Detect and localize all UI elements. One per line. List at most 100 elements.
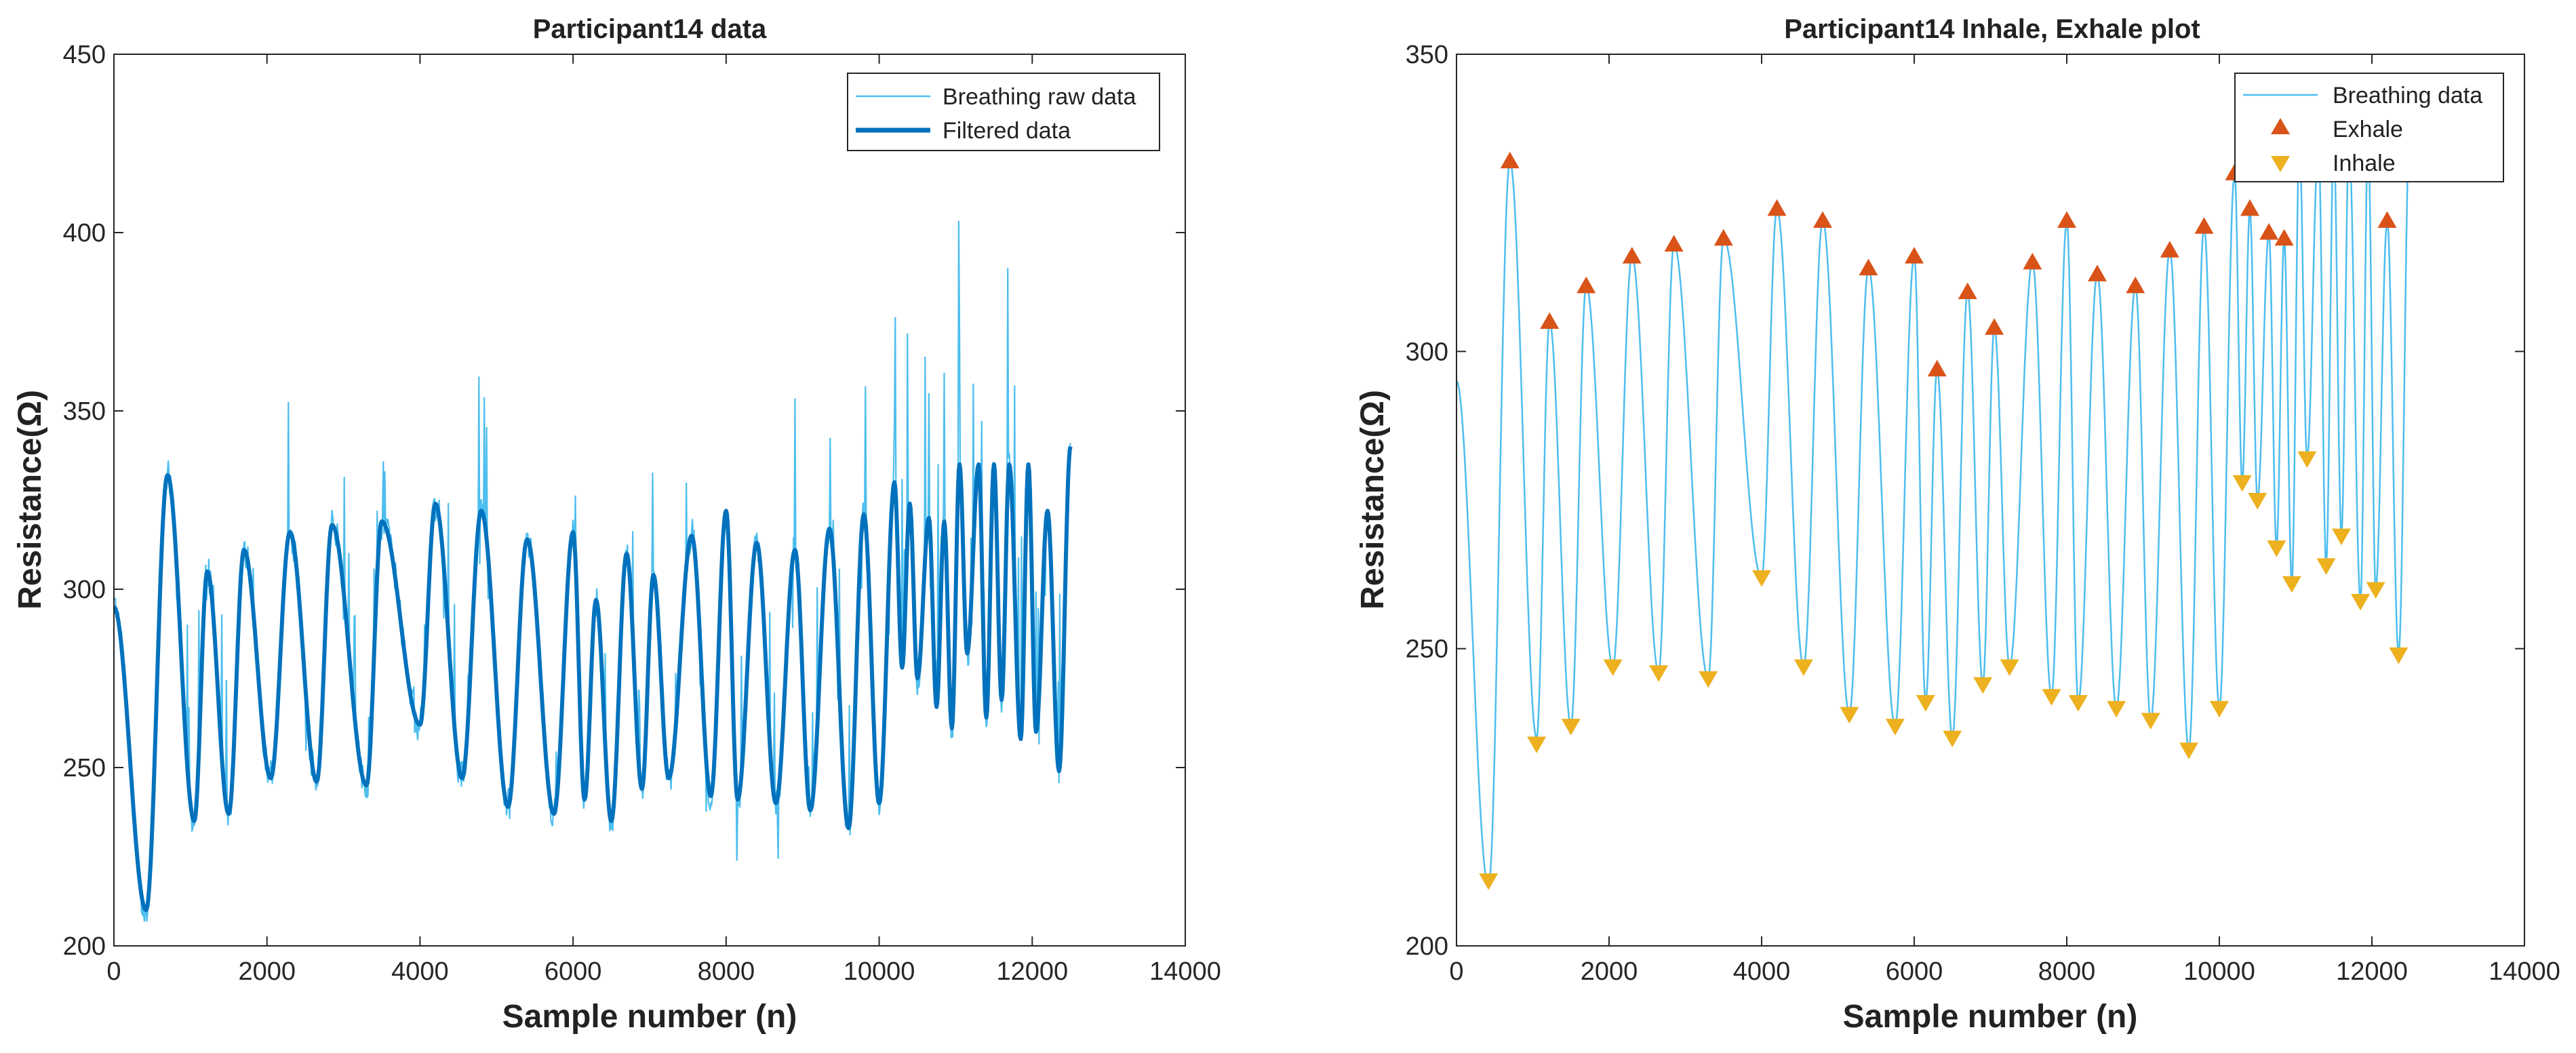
right-x-tick-label: 8000 xyxy=(2038,957,2096,986)
left-y-tick-label: 450 xyxy=(63,41,106,69)
series-breathing-line xyxy=(1457,113,2411,888)
right-plot: Participant14 Inhale, Exhale plot 0 2000 4… xyxy=(1355,14,2560,1035)
legend-inhale-marker xyxy=(2271,156,2290,172)
exhale-marker xyxy=(1664,235,1684,252)
left-x-tick-label: 8000 xyxy=(698,957,755,986)
inhale-marker xyxy=(2248,493,2267,510)
series-breathing-raw-line xyxy=(114,220,1071,922)
legend-exhale-marker xyxy=(2271,118,2290,134)
right-y-tick-label: 200 xyxy=(1406,932,1448,961)
left-legend-box xyxy=(847,73,1160,151)
left-legend: Breathing raw data Filtered data xyxy=(847,73,1160,151)
series-filtered-line xyxy=(114,445,1073,913)
right-plot-ticks: 0 2000 4000 6000 8000 10000 12000 14000 200 250 30… xyxy=(1406,41,2560,986)
exhale-marker xyxy=(1985,318,2004,335)
exhale-marker xyxy=(1767,199,1787,216)
inhale-marker xyxy=(2366,582,2385,599)
inhale-marker xyxy=(1916,695,1935,712)
left-plot-frame xyxy=(113,54,1186,947)
right-y-axis-label: Resistance(Ω) xyxy=(1355,390,1391,610)
exhale-marker xyxy=(2377,211,2397,228)
right-x-tick-label: 0 xyxy=(1449,957,1463,986)
inhale-marker xyxy=(2389,647,2409,664)
left-y-tick-label: 250 xyxy=(63,754,106,782)
exhale-marker xyxy=(1622,247,1642,264)
legend-exhale-label: Exhale xyxy=(2333,117,2403,142)
inhale-marker xyxy=(2282,576,2301,593)
exhale-marker xyxy=(1813,211,1832,228)
left-plot-title: Participant14 data xyxy=(533,14,767,44)
inhale-marker xyxy=(2316,558,2336,575)
left-y-tick-label: 200 xyxy=(63,932,106,961)
exhale-marker xyxy=(1577,276,1596,294)
exhale-marker xyxy=(2259,223,2279,240)
exhale-marker xyxy=(1958,282,1977,300)
inhale-marker xyxy=(2267,540,2286,557)
inhale-marker xyxy=(1752,570,1771,587)
exhale-marker xyxy=(2088,264,2107,281)
right-x-tick-label: 10000 xyxy=(2183,957,2255,986)
inhale-marker xyxy=(2141,713,2160,730)
inhale-marker xyxy=(1479,873,1499,890)
inhale-marker xyxy=(2107,700,2126,718)
inhale-marker xyxy=(2042,689,2061,706)
inhale-marker xyxy=(2210,700,2229,718)
inhale-marker xyxy=(2297,451,2317,469)
exhale-marker xyxy=(2240,199,2259,216)
exhale-marker xyxy=(1859,258,1878,276)
left-x-tick-label: 12000 xyxy=(996,957,1068,986)
right-plot-frame xyxy=(1456,54,2525,947)
inhale-marker xyxy=(2000,659,2019,676)
exhale-marker xyxy=(1713,229,1733,246)
inhale-marker xyxy=(1794,659,1813,676)
right-x-tick-label: 12000 xyxy=(2336,957,2408,986)
right-x-axis-label: Sample number (n) xyxy=(1843,999,2138,1035)
left-plot: Participant14 data 0 2000 4000 6000 8000 1000… xyxy=(12,14,1221,1035)
left-y-tick-label: 400 xyxy=(63,219,106,247)
exhale-marker xyxy=(1540,312,1560,329)
exhale-marker xyxy=(1500,151,1520,169)
left-x-tick-label: 10000 xyxy=(844,957,915,986)
right-x-tick-label: 4000 xyxy=(1733,957,1791,986)
exhale-marker xyxy=(2274,229,2294,246)
inhale-marker xyxy=(1973,677,1993,694)
exhale-marker xyxy=(2057,211,2076,228)
inhale-marker xyxy=(2068,695,2088,712)
legend-filtered-label: Filtered data xyxy=(943,118,1071,144)
inhale-marker xyxy=(2232,475,2252,492)
left-x-tick-label: 2000 xyxy=(238,957,296,986)
legend-breathing-label: Breathing data xyxy=(2333,83,2482,108)
exhale-marker xyxy=(1905,247,1924,264)
inhale-marker xyxy=(1840,707,1859,724)
inhale-marker xyxy=(2332,528,2351,546)
inhale-marker xyxy=(2351,594,2371,611)
left-plot-lines xyxy=(114,220,1073,922)
exhale-marker xyxy=(1927,359,1947,377)
left-y-tick-label: 300 xyxy=(63,576,106,604)
right-plot-title: Participant14 Inhale, Exhale plot xyxy=(1784,14,2200,44)
left-x-tick-label: 14000 xyxy=(1149,957,1221,986)
inhale-marker xyxy=(1603,659,1623,676)
left-y-tick-label: 350 xyxy=(63,397,106,426)
left-x-axis-label: Sample number (n) xyxy=(502,999,797,1035)
right-x-tick-label: 2000 xyxy=(1581,957,1638,986)
inhale-marker xyxy=(1527,736,1547,753)
right-x-tick-label: 6000 xyxy=(1886,957,1943,986)
right-legend: Breathing data Exhale Inhale xyxy=(2234,73,2504,182)
inhale-marker xyxy=(1699,671,1718,688)
left-x-tick-label: 0 xyxy=(106,957,121,986)
left-plot-ticks: 0 2000 4000 6000 8000 10000 12000 14000 200 250 30… xyxy=(63,41,1221,986)
right-x-tick-label: 14000 xyxy=(2489,957,2560,986)
inhale-marker xyxy=(1649,665,1669,682)
inhale-marker xyxy=(2179,742,2198,759)
inhale-marker xyxy=(1885,719,1905,736)
exhale-marker xyxy=(2160,241,2179,258)
legend-inhale-label: Inhale xyxy=(2333,151,2396,176)
inhale-marker xyxy=(1943,730,1962,748)
exhale-marker xyxy=(2194,217,2214,234)
exhale-marker xyxy=(2023,252,2042,270)
left-x-tick-label: 4000 xyxy=(391,957,449,986)
right-y-tick-label: 250 xyxy=(1406,635,1448,664)
left-y-axis-label: Resistance(Ω) xyxy=(12,390,48,610)
